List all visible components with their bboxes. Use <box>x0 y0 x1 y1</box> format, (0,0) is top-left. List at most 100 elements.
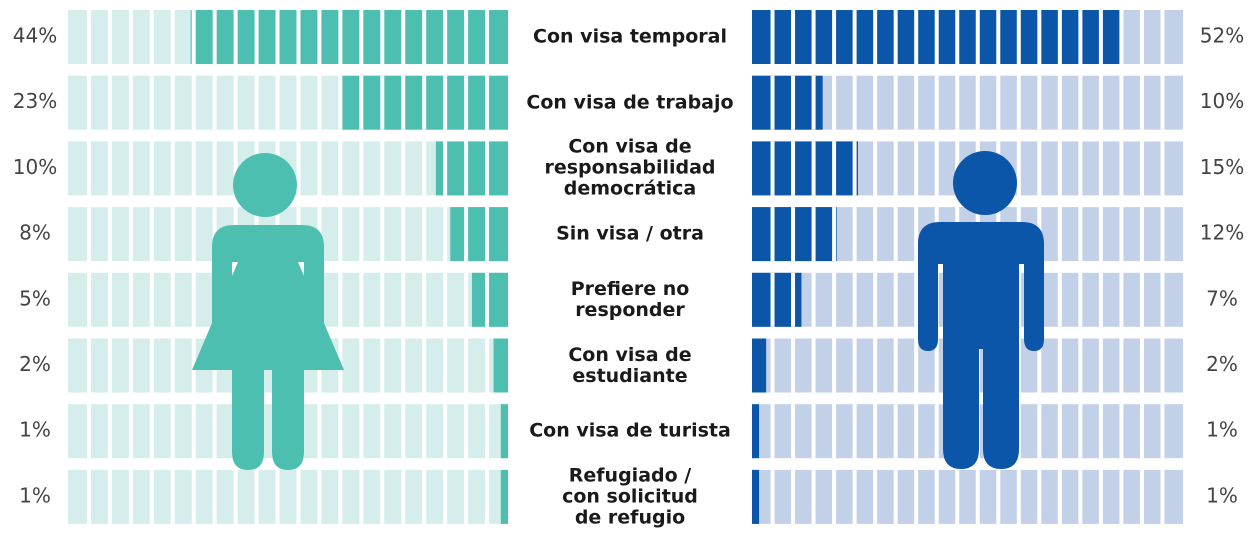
cell-divider <box>1057 272 1062 327</box>
cell-divider <box>380 10 385 64</box>
cell-divider <box>893 141 898 196</box>
cell-divider <box>485 207 490 262</box>
cell-divider <box>338 469 343 524</box>
cell-divider <box>443 272 448 327</box>
cell-divider <box>401 404 406 459</box>
cell-divider <box>934 469 939 524</box>
cell-divider <box>1119 338 1124 393</box>
cell-divider <box>1119 75 1124 130</box>
cell-divider <box>770 272 775 327</box>
cell-divider <box>1098 404 1103 459</box>
cell-divider <box>380 404 385 459</box>
cell-divider <box>128 272 133 327</box>
cell-divider <box>914 75 919 130</box>
value-label: 12% <box>1200 221 1244 245</box>
cell-divider <box>852 338 857 393</box>
cell-divider <box>1160 469 1165 524</box>
cell-divider <box>170 404 175 459</box>
cell-divider <box>811 338 816 393</box>
cell-divider <box>873 207 878 262</box>
cell-divider <box>422 404 427 459</box>
cell-divider <box>359 10 364 64</box>
value-label: 52% <box>1200 24 1244 48</box>
cell-divider <box>485 338 490 393</box>
cell-divider <box>275 75 280 130</box>
cell-divider <box>832 141 837 196</box>
cell-divider <box>914 272 919 327</box>
cell-divider <box>873 338 878 393</box>
cell-divider <box>233 141 238 196</box>
cell-divider <box>1098 141 1103 196</box>
cell-divider <box>1098 338 1103 393</box>
cell-divider <box>86 272 91 327</box>
cell-divider <box>380 272 385 327</box>
cell-divider <box>832 75 837 130</box>
category-label: Con visa de responsabilidad democrática <box>544 135 716 200</box>
cell-divider <box>873 404 878 459</box>
cell-divider <box>955 469 960 524</box>
cell-divider <box>464 141 469 196</box>
cell-divider <box>485 10 490 64</box>
cell-divider <box>86 469 91 524</box>
cell-divider <box>893 10 898 64</box>
cell-divider <box>770 469 775 524</box>
cell-divider <box>852 10 857 64</box>
category-label: Con visa de turista <box>529 419 731 442</box>
cell-divider <box>1139 75 1144 130</box>
cell-divider <box>893 338 898 393</box>
bar-background <box>752 75 1183 130</box>
cell-divider <box>317 404 322 459</box>
cell-divider <box>1119 10 1124 64</box>
cell-divider <box>832 469 837 524</box>
cell-divider <box>1078 207 1083 262</box>
cell-divider <box>1057 404 1062 459</box>
cell-divider <box>170 469 175 524</box>
cell-divider <box>317 141 322 196</box>
cell-divider <box>1078 404 1083 459</box>
icons <box>192 151 1044 470</box>
bar <box>450 207 508 262</box>
category-label: Refugiado / con solicitud de refugio <box>562 464 698 529</box>
cell-divider <box>149 207 154 262</box>
cell-divider <box>1078 469 1083 524</box>
value-label: 10% <box>13 155 57 179</box>
cell-divider <box>1139 10 1144 64</box>
cell-divider <box>1016 10 1021 64</box>
cell-divider <box>934 10 939 64</box>
cell-divider <box>1037 404 1042 459</box>
cell-divider <box>464 404 469 459</box>
cell-divider <box>149 469 154 524</box>
cell-divider <box>443 75 448 130</box>
cell-divider <box>401 207 406 262</box>
cell-divider <box>275 469 280 524</box>
cell-divider <box>401 338 406 393</box>
cell-divider <box>380 207 385 262</box>
cell-divider <box>811 141 816 196</box>
cell-divider <box>86 10 91 64</box>
cell-divider <box>401 10 406 64</box>
cell-divider <box>443 10 448 64</box>
value-label: 1% <box>19 483 51 507</box>
category-label: Con visa de estudiante <box>568 343 692 387</box>
cell-divider <box>770 338 775 393</box>
cell-divider <box>107 10 112 64</box>
cell-divider <box>422 338 427 393</box>
cell-divider <box>128 207 133 262</box>
cell-divider <box>955 75 960 130</box>
cell-divider <box>1160 207 1165 262</box>
cell-divider <box>86 404 91 459</box>
cell-divider <box>128 141 133 196</box>
value-label: 23% <box>13 89 57 113</box>
cell-divider <box>443 141 448 196</box>
cell-divider <box>107 207 112 262</box>
cell-divider <box>832 207 837 262</box>
cell-divider <box>485 404 490 459</box>
cell-divider <box>1057 141 1062 196</box>
bar <box>493 338 508 393</box>
cell-divider <box>380 141 385 196</box>
cell-divider <box>873 75 878 130</box>
cell-divider <box>149 75 154 130</box>
cell-divider <box>1057 75 1062 130</box>
cell-divider <box>128 75 133 130</box>
